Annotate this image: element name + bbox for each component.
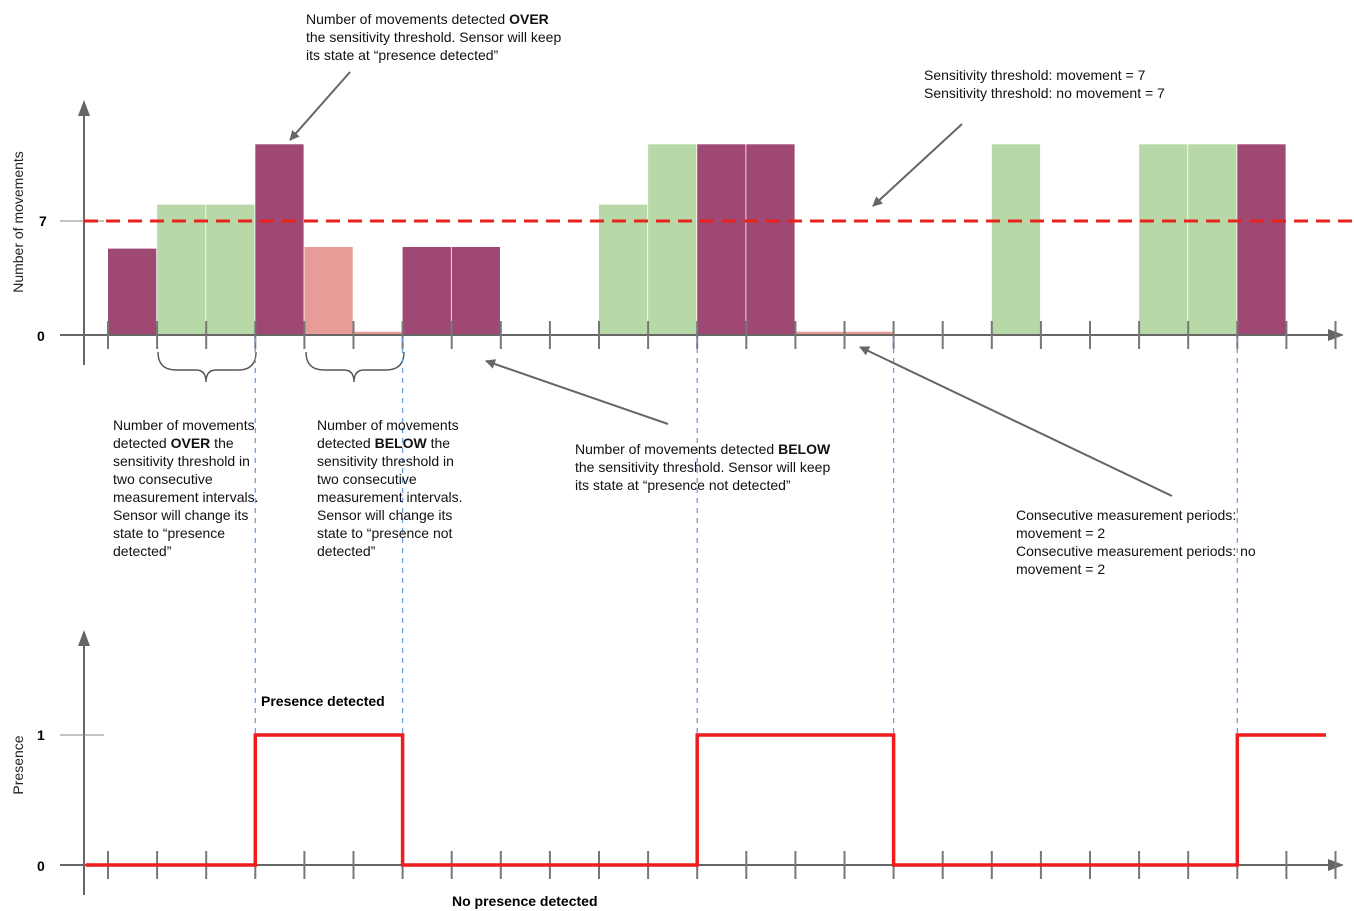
movement-bar-0 <box>108 248 157 335</box>
movement-bar-12 <box>697 144 746 335</box>
top-y-tick-0-label: 0 <box>37 328 45 344</box>
annotation-thresholds: Sensitivity threshold: movement = 7 Sens… <box>924 67 1165 101</box>
movement-bar-2 <box>206 204 255 335</box>
guide-lines <box>254 338 1238 735</box>
below-brace <box>305 351 405 383</box>
movement-bar-15 <box>844 331 893 335</box>
over-brace <box>157 351 257 383</box>
no-presence-detected-label: No presence detected <box>452 893 598 909</box>
movement-bar-18 <box>991 144 1041 335</box>
annotation-below-keep: Number of movements detected BELOW the s… <box>575 441 831 493</box>
bottom-y-tick-0-label: 0 <box>37 858 45 874</box>
presence-state-line <box>86 733 1326 867</box>
bottom-y-axis-label: Presence <box>10 735 26 794</box>
top-y-tick-7-label: 7 <box>39 213 47 229</box>
movement-bar-3 <box>255 144 304 335</box>
annotation-periods: Consecutive measurement periods: movemen… <box>1016 507 1256 577</box>
movement-bar-14 <box>795 331 844 335</box>
arrow-periods <box>859 346 1173 497</box>
movement-bars <box>108 144 1286 335</box>
movement-bar-1 <box>157 204 206 335</box>
movement-bar-10 <box>599 204 648 335</box>
movement-bar-7 <box>451 247 500 335</box>
top-y-axis-label: Number of movements <box>10 151 26 293</box>
movement-bar-21 <box>1139 144 1188 335</box>
annotation-over-change: Number of movements detected OVER the se… <box>113 417 259 559</box>
movement-bar-13 <box>746 144 795 335</box>
arrow-thresholds <box>872 123 963 207</box>
bottom-y-tick-1-label: 1 <box>37 727 45 743</box>
movement-bar-22 <box>1188 144 1237 335</box>
presence-detected-label: Presence detected <box>261 693 385 709</box>
arrow-below-keep <box>485 359 669 425</box>
movement-bar-4 <box>304 247 353 335</box>
movement-bar-23 <box>1237 144 1286 335</box>
annotation-over-keep: Number of movements detected OVER the sen… <box>306 11 562 63</box>
movement-bar-5 <box>353 331 402 335</box>
annotation-below-change: Number of movements detected BELOW the s… <box>317 417 463 559</box>
top-x-ticks <box>107 321 1337 349</box>
movement-bar-11 <box>648 144 697 335</box>
arrow-over-keep <box>289 71 351 141</box>
movement-bar-6 <box>402 247 451 335</box>
